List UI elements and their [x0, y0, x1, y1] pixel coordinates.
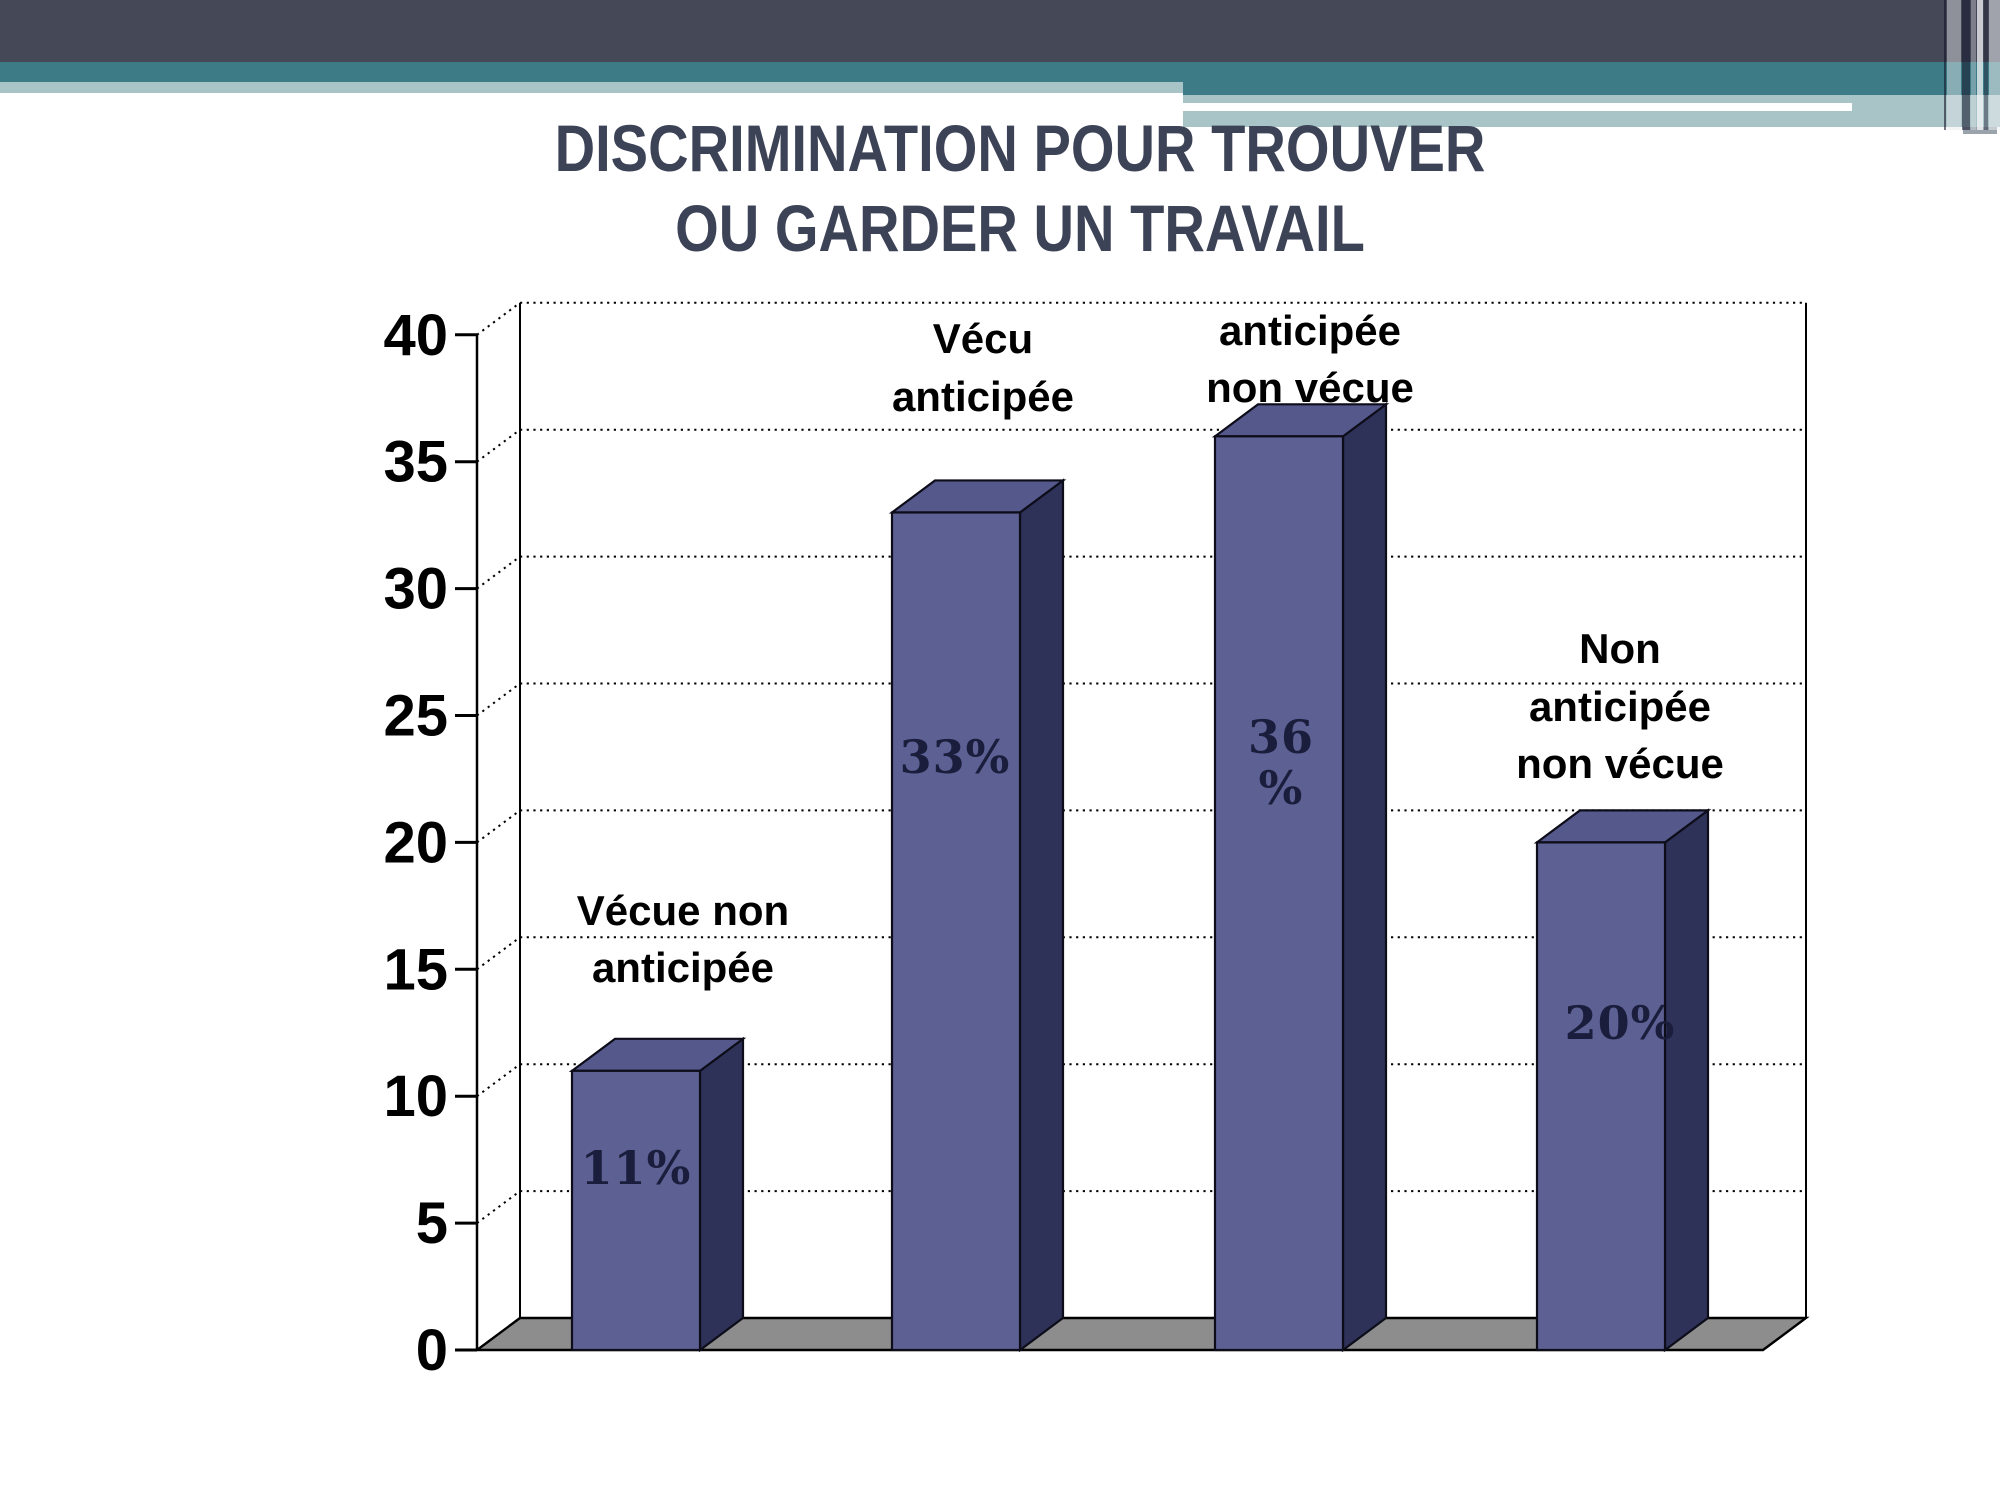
category-label-1-line1: Vécue non [577, 887, 789, 934]
y-axis-depth-connector-0 [476, 1317, 521, 1351]
category-label-2-line1: Vécu [933, 315, 1033, 362]
category-label-3-line1: anticipée [1219, 307, 1401, 354]
header-sage-band-left [0, 82, 1183, 93]
category-label-3-line2: non vécue [1206, 364, 1414, 411]
bar-3-value-label-line1: 36 [1248, 710, 1314, 764]
y-axis-depth-connector-40 [476, 301, 521, 336]
bar-1-side [698, 1036, 745, 1353]
category-label-4-line1: Non [1579, 625, 1661, 672]
y-axis-label-15: 15 [383, 937, 448, 1002]
y-axis-label-20: 20 [383, 810, 448, 875]
category-label-4-line2: anticipée [1529, 683, 1711, 730]
y-axis-depth-connector-20 [476, 809, 521, 844]
y-axis-label-35: 35 [383, 430, 448, 495]
bar-2-side [1018, 478, 1065, 1353]
slide-title-line2: OU GARDER UN TRAVAIL [675, 191, 1365, 265]
bar-3-front [1213, 435, 1345, 1352]
bar-2-front [890, 511, 1022, 1352]
header-teal-band-left [0, 62, 1183, 82]
bar-2-value-label: 33% [900, 730, 1011, 784]
y-axis-depth-connector-25 [476, 682, 521, 717]
header-navy-band [0, 0, 2000, 62]
bar-1-front [570, 1069, 702, 1352]
y-axis-depth-connector-35 [476, 428, 521, 463]
y-axis-label-10: 10 [383, 1064, 448, 1129]
bar-3-value-label-line2: % [1259, 761, 1304, 815]
header-sage-band-right [1183, 95, 2000, 127]
bar-3-side [1341, 402, 1388, 1353]
header-teal-band-right [1183, 62, 2000, 95]
bar-1-value-label: 11% [581, 1141, 692, 1195]
y-axis-depth-connector-30 [476, 555, 521, 590]
y-axis-depth-connector-10 [476, 1063, 521, 1098]
bar-4-front [1535, 841, 1667, 1352]
y-axis-depth-connector-15 [476, 936, 521, 971]
header-white-rule [1167, 103, 1852, 111]
y-axis-label-0: 0 [416, 1318, 448, 1383]
bar-4-value-label: 20% [1565, 996, 1676, 1050]
category-label-4-line3: non vécue [1516, 740, 1724, 787]
category-label-1-line2: anticipée [592, 944, 774, 991]
bar-4-side [1663, 808, 1710, 1353]
header-sage-step [1963, 127, 1997, 134]
header-corner-stripes [1944, 0, 2000, 130]
y-axis-depth-connector-5 [476, 1190, 521, 1224]
slide-title: DISCRIMINATION POUR TROUVER OU GARDER UN… [383, 108, 1658, 268]
category-label-2-line2: anticipée [892, 373, 1074, 420]
slide-title-line1: DISCRIMINATION POUR TROUVER [554, 111, 1486, 185]
y-axis-label-30: 30 [383, 557, 448, 622]
y-axis-label-25: 25 [383, 684, 448, 749]
y-axis-label-40: 40 [383, 303, 448, 368]
y-axis-label-5: 5 [416, 1191, 448, 1256]
